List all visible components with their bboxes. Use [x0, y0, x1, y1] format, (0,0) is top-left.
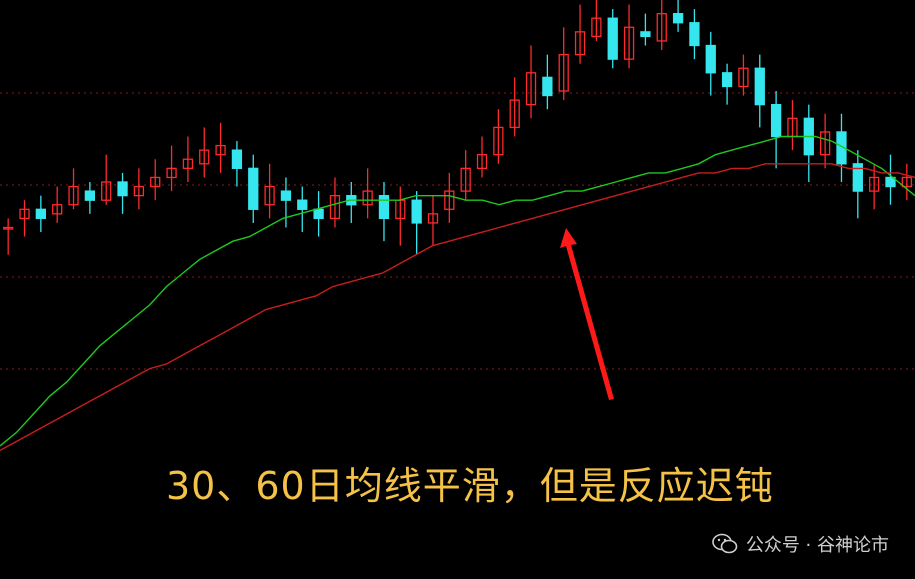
candle-body: [689, 22, 700, 47]
candle-body: [885, 176, 896, 188]
candle-body: [623, 26, 635, 60]
candle-body: [133, 185, 145, 197]
candle-body: [280, 190, 292, 201]
candle-body: [19, 208, 30, 220]
candle-body: [836, 131, 847, 165]
candle-body: [721, 72, 733, 88]
candle-body: [591, 17, 602, 38]
candle-body: [819, 131, 831, 156]
candle-body: [248, 167, 259, 210]
candle-body: [52, 204, 63, 215]
wechat-icon: [712, 533, 738, 554]
series-line-ma60: [0, 163, 915, 452]
candle-body: [607, 17, 618, 60]
candle-body: [574, 31, 586, 56]
candle-body: [901, 176, 912, 188]
candle-body: [329, 194, 341, 220]
candle-body: [35, 208, 46, 220]
candle-body: [378, 194, 390, 220]
candle-body: [852, 163, 863, 192]
candle-body: [525, 72, 537, 106]
candle-body: [84, 190, 96, 201]
candle-body: [117, 181, 128, 197]
candle-body: [411, 199, 422, 224]
candle-body: [640, 31, 651, 38]
candle-body: [672, 12, 684, 24]
candle-body: [705, 44, 716, 74]
candle-body: [101, 181, 112, 201]
series-line-ma30: [0, 135, 915, 447]
candle-body: [476, 154, 488, 169]
candle-body: [542, 76, 553, 97]
candle-body: [444, 190, 455, 210]
candle-body: [150, 176, 161, 188]
watermark: 公众号 · 谷神论市: [712, 531, 889, 557]
candle-body: [869, 176, 880, 192]
annotation-arrow: [560, 228, 614, 400]
moving-averages: [0, 135, 915, 452]
chart-annotation: 30、60日均线平滑，但是反应迟钝: [166, 464, 774, 508]
candle-body: [656, 12, 667, 42]
candle-body: [427, 213, 439, 224]
candle-body: [754, 67, 765, 106]
candle-body: [738, 67, 749, 88]
candle-body: [231, 149, 243, 169]
candle-body: [297, 199, 308, 210]
candle-body: [68, 185, 79, 206]
watermark-text: 公众号 · 谷神论市: [745, 535, 889, 556]
candle-body: [558, 53, 569, 92]
candle-body: [770, 104, 782, 138]
candle-body: [215, 144, 226, 156]
candles: [3, 0, 912, 255]
arrow-shape: [560, 228, 614, 400]
candle-body: [313, 208, 324, 220]
candle-body: [460, 167, 471, 192]
candle-body: [199, 149, 210, 165]
candle-body: [182, 158, 194, 170]
candle-body: [166, 167, 177, 179]
candle-body: [264, 185, 275, 206]
candle-body: [493, 126, 504, 156]
candle-body: [3, 226, 14, 230]
candle-body: [362, 190, 373, 206]
candle-body: [509, 99, 520, 129]
